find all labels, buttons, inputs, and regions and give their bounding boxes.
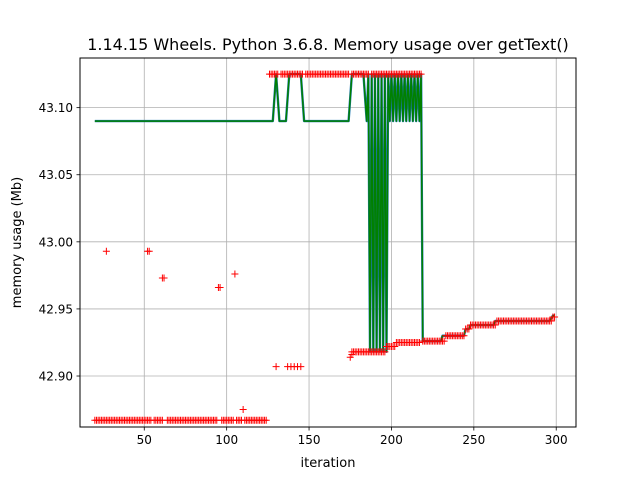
memory-marker [216, 283, 224, 291]
memory-marker [262, 416, 270, 424]
memory-marker [231, 270, 239, 278]
y-tick-label: 42.90 [39, 370, 73, 384]
axes-frame [79, 57, 577, 428]
memory-marker [381, 348, 389, 356]
y-tick-label: 43.00 [39, 235, 73, 249]
x-tick-label: 50 [137, 433, 152, 447]
chart-title: 1.14.15 Wheels. Python 3.6.8. Memory usa… [87, 35, 569, 54]
x-tick-label: 150 [298, 433, 321, 447]
memory-marker [391, 342, 399, 350]
x-tick-label: 250 [462, 433, 485, 447]
memory-marker [491, 321, 499, 329]
x-tick-label: 100 [215, 433, 238, 447]
grid [80, 58, 576, 427]
x-tick-label: 200 [380, 433, 403, 447]
memory-marker [415, 338, 423, 346]
memory-marker [417, 70, 425, 78]
memory-marker [145, 247, 153, 255]
x-axis-label: iteration [301, 456, 356, 471]
memory-marker [551, 313, 559, 321]
memory-marker [297, 363, 305, 371]
y-tick-label: 42.95 [39, 302, 73, 316]
memory-marker [348, 351, 356, 359]
x-tick-label: 300 [545, 433, 568, 447]
memory-marker [160, 274, 168, 282]
y-tick-label: 43.05 [39, 168, 73, 182]
memory-marker [460, 332, 468, 340]
y-tick-label: 43.10 [39, 101, 73, 115]
memory-marker [465, 325, 473, 333]
memory-marker [440, 337, 448, 345]
axis-ticks: 50 100 150 200 250 300 42.90 42.95 43.00 43.05 43.… [39, 101, 568, 447]
memory-marker [547, 317, 555, 325]
plot-area [91, 70, 559, 424]
memory-marker [272, 363, 280, 371]
memory-marker [239, 406, 247, 414]
memory-marker [102, 247, 110, 255]
y-axis-label: memory usage (Mb) [10, 177, 25, 308]
